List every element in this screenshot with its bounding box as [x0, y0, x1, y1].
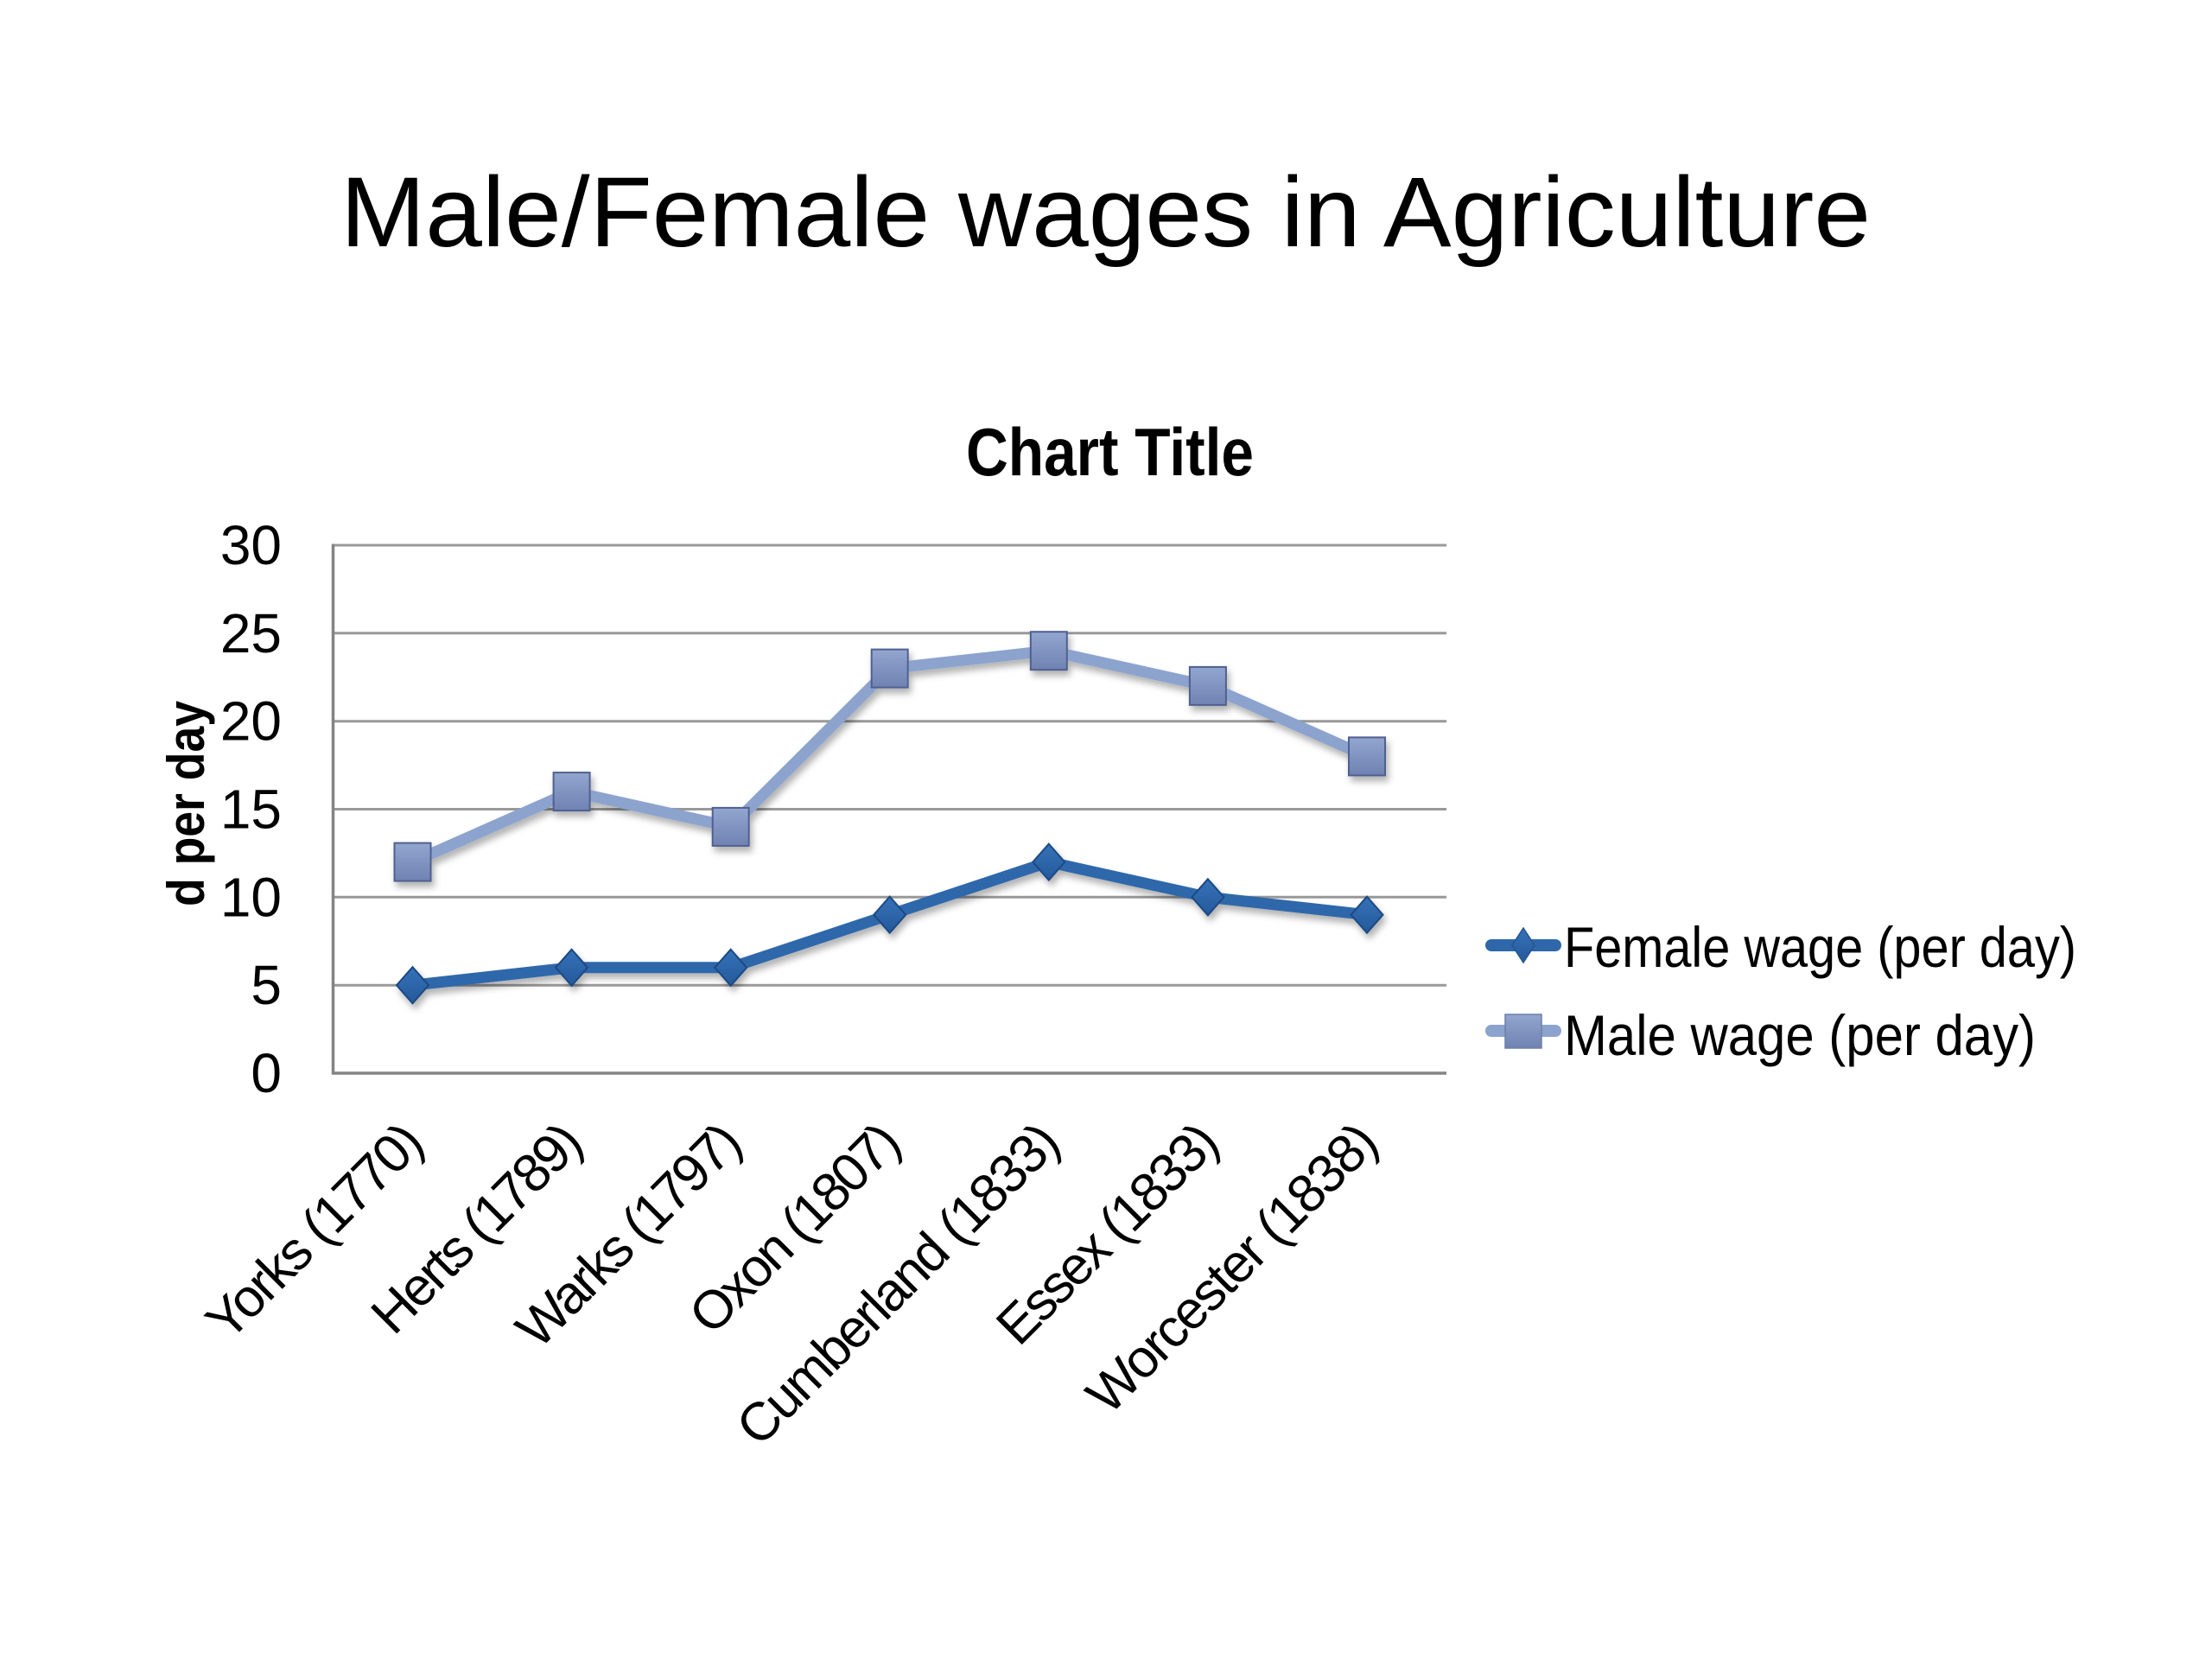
svg-text:Male wage (per day): Male wage (per day): [1564, 1003, 2036, 1067]
svg-text:Male/Female wages in Agricultu: Male/Female wages in Agriculture: [340, 157, 1871, 268]
svg-text:30: 30: [220, 514, 282, 576]
svg-text:25: 25: [220, 602, 282, 664]
svg-text:0: 0: [251, 1042, 282, 1104]
svg-text:Chart Title: Chart Title: [966, 414, 1254, 490]
svg-text:5: 5: [251, 954, 282, 1016]
svg-text:10: 10: [220, 866, 282, 928]
svg-text:20: 20: [220, 690, 282, 753]
svg-text:15: 15: [220, 779, 282, 841]
svg-text:Female wage (per day): Female wage (per day): [1564, 915, 2076, 979]
svg-text:d per day: d per day: [157, 700, 215, 906]
